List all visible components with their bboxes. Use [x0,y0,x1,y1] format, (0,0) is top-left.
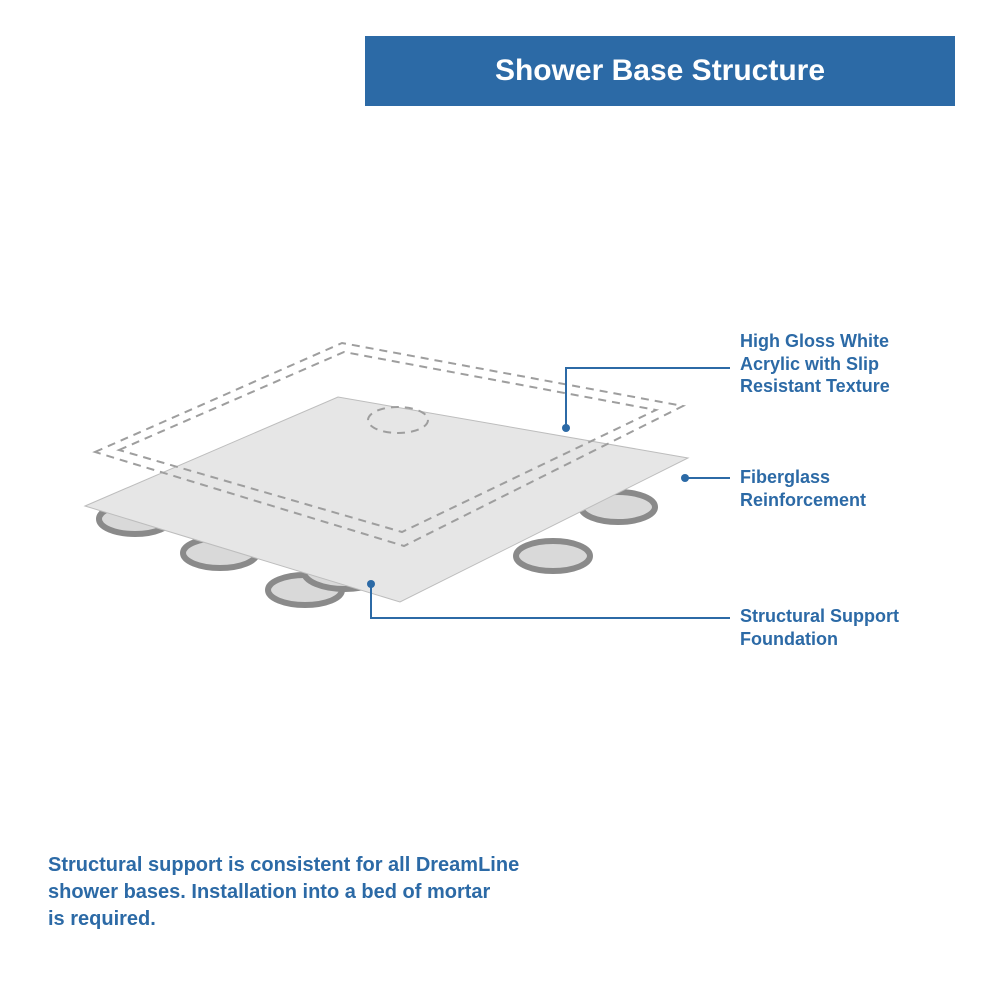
label-acrylic: High Gloss WhiteAcrylic with SlipResista… [740,330,890,398]
label-support: Structural SupportFoundation [740,605,899,650]
leader-mid-dot [681,474,689,482]
fiberglass-plate [85,397,688,602]
support-ring [516,541,590,571]
leader-top-dot [562,424,570,432]
label-fiberglass: FiberglassReinforcement [740,466,866,511]
footer-note: Structural support is consistent for all… [48,852,519,933]
leader-bottom-dot [367,580,375,588]
